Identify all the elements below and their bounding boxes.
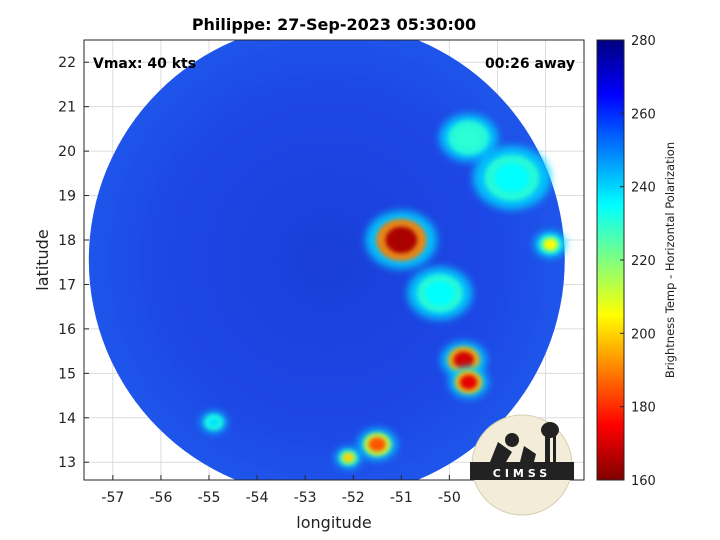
x-tick-label: -57	[101, 490, 124, 506]
convective-feature	[407, 266, 473, 320]
x-tick-label: -54	[246, 490, 269, 506]
colorbar-label: Brightness Temp - Horizontal Polarizatio…	[663, 142, 677, 378]
y-tick-label: 15	[58, 366, 76, 382]
x-tick-label: -51	[390, 490, 413, 506]
y-tick-label: 18	[58, 233, 76, 249]
y-tick-label: 22	[58, 55, 76, 71]
y-tick-label: 19	[58, 189, 76, 205]
convective-feature	[357, 428, 397, 461]
colorbar	[596, 39, 625, 481]
y-tick-label: 17	[58, 277, 76, 293]
plot-frame	[83, 39, 585, 481]
convective-feature	[365, 210, 438, 270]
time-away-annotation: 00:26 away	[485, 56, 575, 72]
colorbar-ticks: 160 180 200 220 240 260 280	[620, 34, 656, 489]
y-tick-label: 16	[58, 322, 76, 338]
vmax-annotation: Vmax: 40 kts	[93, 56, 196, 72]
convective-feature	[335, 447, 362, 469]
convective-feature	[472, 146, 551, 210]
cimss-logo: CIMSS	[470, 414, 574, 516]
x-tick-label: -52	[342, 490, 365, 506]
x-tick-label: -50	[438, 490, 461, 506]
x-tick-label: -56	[149, 490, 172, 506]
features	[200, 113, 567, 469]
x-tick-label: -53	[294, 490, 317, 506]
convective-feature	[439, 113, 498, 162]
colorbar-tick-label: 180	[631, 401, 656, 416]
x-ticks: -57-56-55-54-53-52-51-50-49-48	[101, 475, 557, 506]
convective-feature	[200, 411, 227, 433]
convective-feature	[449, 366, 489, 399]
chart-title: Philippe: 27-Sep-2023 05:30:00	[192, 15, 476, 34]
x-axis-label: longitude	[296, 513, 371, 532]
colorbar-tick-label: 160	[631, 474, 656, 489]
y-tick-label: 21	[58, 100, 76, 116]
colorbar-tick-label: 200	[631, 327, 656, 342]
y-ticks: 13 14 15 16 17 18 19 20 21 22	[58, 55, 89, 471]
colorbar-tick-label: 220	[631, 254, 656, 269]
y-tick-label: 20	[58, 144, 76, 160]
logo-text: CIMSS	[493, 467, 551, 480]
colorbar-tick-label: 260	[631, 107, 656, 122]
y-tick-label: 14	[58, 411, 76, 427]
colorbar-tick-label: 280	[631, 34, 656, 49]
colorbar-tick-label: 240	[631, 181, 656, 196]
convective-feature	[534, 231, 567, 258]
y-tick-label: 13	[58, 455, 76, 471]
x-tick-label: -55	[198, 490, 221, 506]
y-axis-label: latitude	[33, 229, 52, 290]
